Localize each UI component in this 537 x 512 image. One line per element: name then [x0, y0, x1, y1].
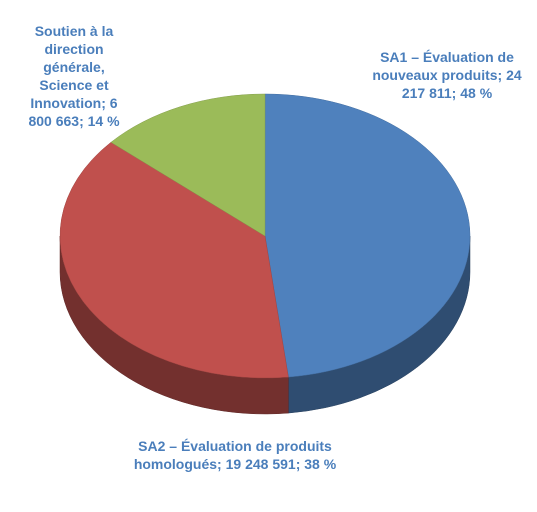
label-part: ; — [451, 85, 461, 101]
label-part: SA1 – Évaluation de nouveaux produits — [372, 49, 514, 83]
label-part: ; — [101, 95, 110, 111]
data-label: SA1 – Évaluation de nouveaux produits; 2… — [372, 48, 522, 102]
label-part: 19 248 591 — [225, 456, 296, 472]
label-part: 14 % — [87, 113, 120, 129]
label-part: ; — [79, 113, 88, 129]
label-part: 38 % — [304, 456, 337, 472]
data-label: Soutien à la direction générale, Science… — [18, 22, 130, 130]
label-part: 6 800 663 — [28, 95, 118, 129]
slice — [110, 93, 266, 237]
data-label: SA2 – Évaluation de produits homologués;… — [100, 437, 370, 473]
label-part: ; — [217, 456, 226, 472]
slice — [59, 141, 289, 379]
slice — [264, 93, 471, 378]
label-part: ; — [497, 67, 507, 83]
label-part: 24 217 811 — [401, 67, 522, 101]
label-part: 48 % — [460, 85, 493, 101]
label-part: ; — [295, 456, 305, 472]
label-part: Soutien à la direction générale, Science… — [30, 23, 114, 111]
label-part: SA2 – Évaluation de produits homologués — [133, 438, 332, 472]
